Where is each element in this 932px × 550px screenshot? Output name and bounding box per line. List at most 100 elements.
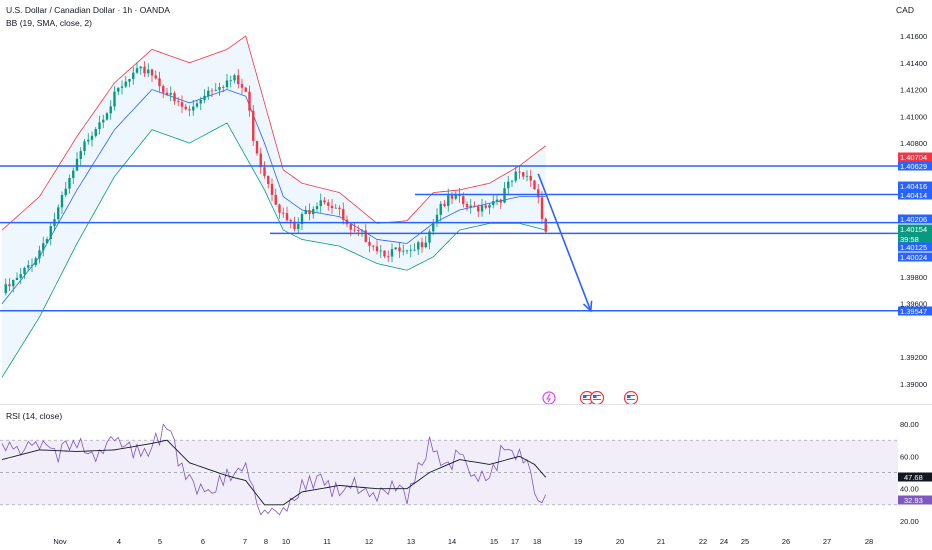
candle-body [259, 153, 262, 168]
candle-body [323, 200, 326, 203]
candle-body [229, 80, 232, 82]
candle-body [19, 274, 22, 278]
time-axis-tick: 17 [511, 537, 519, 546]
time-axis-tick: 6 [201, 537, 205, 546]
price-label-tag [898, 190, 932, 200]
candle-body [297, 224, 300, 229]
candle-body [173, 93, 176, 102]
rsi-axis-tick: 60.00 [900, 452, 919, 461]
bb-indicator-label[interactable]: BB (19, SMA, close, 2) [6, 18, 92, 28]
flag-stripe [593, 395, 601, 396]
price-label-text: 1.40154 [900, 225, 927, 234]
candle-body [462, 196, 465, 205]
price-label-text: 1.40416 [900, 182, 927, 191]
candle-body [210, 90, 214, 92]
candle-body [188, 109, 191, 111]
candle-body [428, 231, 431, 243]
time-axis-tick: 8 [264, 537, 268, 546]
candle-body [135, 68, 139, 73]
candle-body [353, 229, 356, 231]
candle-body [180, 102, 184, 107]
time-axis-tick: 12 [365, 537, 373, 546]
flash-event-icon [542, 391, 556, 405]
candle-body [357, 230, 360, 231]
flag-stripe [627, 397, 635, 398]
candle-body [218, 87, 221, 90]
candle-body [480, 205, 484, 212]
time-axis-tick: 20 [616, 537, 624, 546]
candle-body [147, 69, 150, 74]
candle-body [308, 210, 311, 215]
candle-body [458, 194, 461, 197]
candle-body [90, 135, 94, 140]
price-axis-tick: 1.40800 [900, 139, 927, 148]
candle-body [49, 226, 52, 240]
candle-body [57, 207, 60, 220]
price-label-tag [898, 161, 932, 171]
candle-body [214, 89, 217, 91]
price-axis-tick: 1.41000 [900, 112, 927, 121]
candle-body [289, 220, 292, 222]
candle-body [195, 103, 199, 107]
bollinger-lower-line [1, 122, 546, 378]
projection-arrow-shaft [537, 173, 592, 312]
candle-body [387, 256, 390, 258]
candle-body [233, 75, 236, 81]
candle-body [293, 221, 296, 229]
candle-body [360, 230, 364, 232]
price-label-text: 1.40629 [900, 162, 927, 171]
rsi-value-text: 32.93 [904, 496, 923, 505]
candle-body [237, 75, 240, 85]
candle-body [270, 183, 274, 195]
candle-body [132, 72, 135, 79]
candle-body [417, 242, 420, 250]
candle-body [4, 284, 7, 293]
rsi-band-fill [0, 440, 898, 505]
candle-body [105, 113, 109, 120]
candle-body [248, 91, 251, 111]
candle-body [124, 81, 127, 87]
candle-body [529, 175, 532, 181]
flag-stripe [593, 397, 601, 398]
time-axis-tick: 21 [657, 537, 665, 546]
flag-stripe [593, 401, 601, 402]
candle-body [139, 66, 142, 69]
candle-body [368, 241, 371, 246]
candle-countdown-text: 39:58 [900, 235, 919, 244]
candle-body [120, 86, 124, 88]
candle-body [72, 170, 75, 179]
candle-body [113, 91, 116, 107]
candle-body [477, 206, 480, 212]
time-axis-tick: 14 [448, 537, 456, 546]
rsi-ma-line [1, 439, 547, 506]
candle-body [199, 99, 202, 104]
candle-body [285, 213, 289, 221]
price-label-text: 1.40704 [900, 153, 927, 162]
candle-body [510, 180, 514, 182]
candle-body [537, 189, 540, 198]
price-label-tag [898, 181, 932, 191]
candle-body [150, 69, 154, 76]
candle-body [45, 239, 49, 244]
candle-body [420, 242, 424, 248]
pane-divider[interactable] [0, 404, 932, 405]
candle-body [383, 250, 386, 257]
flag-stripe [627, 399, 635, 400]
candle-body [42, 243, 45, 251]
price-label-tag [898, 152, 932, 162]
candle-body [27, 265, 30, 268]
candle-body [225, 80, 229, 88]
candle-body [240, 84, 244, 88]
candle-body [334, 207, 337, 209]
candle-body [402, 250, 405, 252]
price-label-tag [898, 214, 932, 224]
candle-body [68, 178, 71, 189]
candle-body [15, 277, 19, 280]
time-axis-tick: 27 [823, 537, 831, 546]
rsi-indicator-label[interactable]: RSI (14, close) [6, 411, 63, 421]
candle-body [109, 106, 112, 114]
price-label-tag [898, 242, 932, 252]
candle-body [60, 195, 64, 208]
